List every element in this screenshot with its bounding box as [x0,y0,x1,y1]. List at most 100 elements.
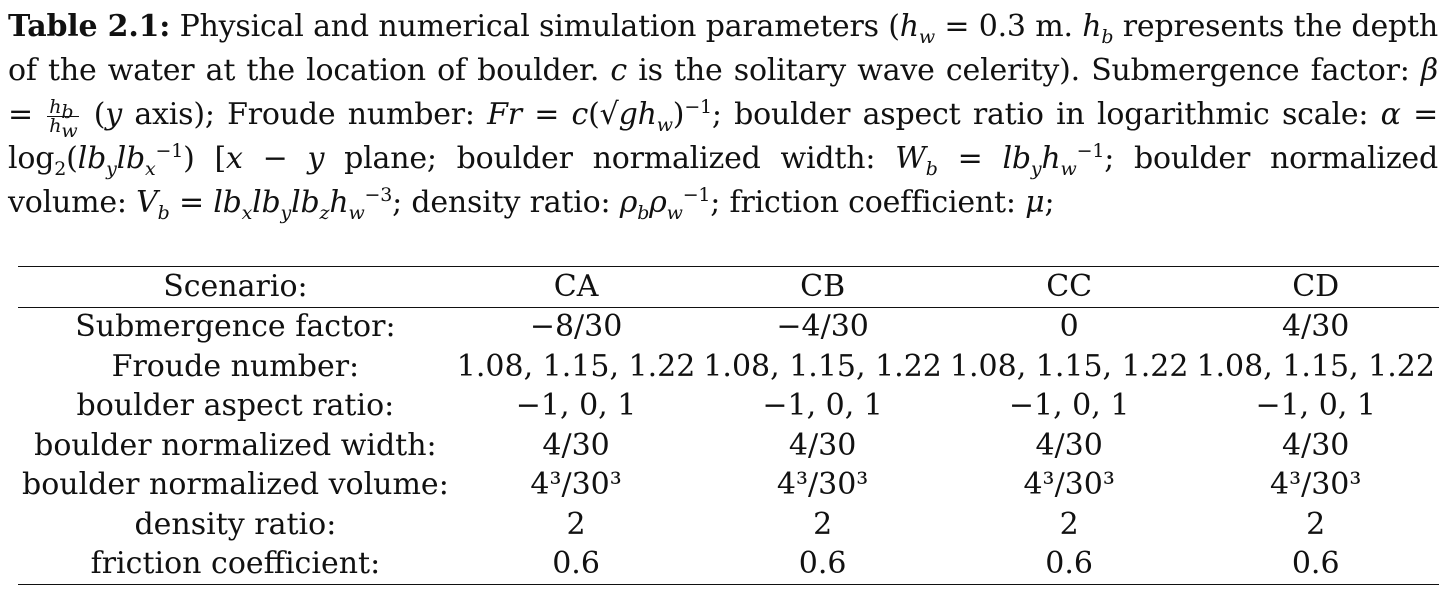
caption-symbol: h [1041,141,1061,176]
header-cell: CB [699,266,946,308]
table-cell: 0 [1059,309,1079,345]
caption-subscript: w [666,202,683,224]
caption-text: ( [66,141,78,176]
table-header-row: Scenario: CA CB CC CD [18,266,1439,308]
table-cell: 2 [813,506,833,542]
table-caption: Table 2.1: Physical and numerical simula… [8,5,1438,225]
caption-symbol: c [571,97,589,132]
caption-subscript: y [106,158,117,180]
caption-subscript: w [656,114,673,136]
row-label: friction coefficient: [90,546,381,582]
caption-text: = log [8,97,1439,176]
caption-subscript: z [319,202,330,224]
table-cell: 2 [1059,506,1079,542]
table-row: boulder normalized width: 4/30 4/30 4/30… [18,426,1439,466]
table-cell: 4/30 [1282,427,1350,463]
submergence-fraction: hb hw [47,95,80,140]
caption-symbol: h [329,185,349,220]
caption-text: ) [ [183,141,227,176]
caption-symbol: lb [213,185,242,220]
caption-subscript: x [241,202,253,224]
caption-label: Table 2.1: [8,9,171,44]
row-label: boulder normalized width: [34,427,437,463]
table-cell: 2 [1306,506,1326,542]
table-cell: 0.6 [1045,546,1094,582]
caption-superscript: −1 [155,140,184,162]
table-cell: −8/30 [529,309,623,345]
caption-symbol: x [226,141,243,176]
caption-symbol: gh [618,97,657,132]
table-cell: 0.6 [552,546,600,582]
caption-text: ( [81,97,106,132]
row-label: Submergence factor: [75,309,396,345]
table-cell: 0.6 [1291,546,1340,582]
caption-symbol: lb [1002,141,1031,176]
caption-symbol: μ [1025,185,1045,220]
caption-subscript: 2 [54,158,67,180]
caption-symbol: α [1380,97,1401,132]
caption-text: axis); Froude number: [122,97,488,132]
table-row: boulder normalized volume: 4³/30³ 4³/30³… [18,466,1439,506]
fraction-denominator: h [49,114,62,137]
caption-subscript: w [61,119,78,142]
caption-subscript: b [61,100,74,123]
caption-text: ; boulder aspect ratio in logarithmic sc… [711,97,1381,132]
header-cell: CA [452,266,700,308]
table-cell: −1, 0, 1 [762,388,883,424]
parameters-table: Scenario: CA CB CC CD Submergence factor… [18,266,1439,585]
caption-superscript: −3 [364,184,393,206]
table-cell: 1.08, 1.15, 1.22 [949,348,1189,384]
table-cell: 4³/30³ [530,467,622,503]
caption-text: = [169,185,214,220]
caption-text: is the solitary wave celerity). Submerge… [627,53,1421,88]
caption-text: ; boulder normalized volume: [8,141,1438,220]
table-cell: −1, 0, 1 [1008,388,1130,424]
caption-symbol: lb [291,185,320,220]
caption-superscript: −1 [684,96,712,118]
caption-subscript: b [925,158,938,180]
caption-subscript: w [1060,158,1077,180]
caption-symbol: ρ [649,185,667,220]
table-cell: 4³/30³ [776,467,869,503]
row-label: boulder aspect ratio: [76,388,395,424]
caption-symbol: y [105,97,122,132]
table-cell: 2 [566,506,586,542]
table-cell: 4/30 [542,427,610,463]
caption-text: = [8,97,46,132]
caption-symbol: Fr [487,97,522,132]
caption-symbol: h [899,9,919,44]
caption-subscript: x [145,158,156,180]
table-cell: 4³/30³ [1270,467,1362,503]
table-row: density ratio: 2 2 2 2 [18,505,1439,545]
caption-subscript: w [348,202,365,224]
table-cell: 4/30 [1282,309,1350,345]
caption-superscript: −1 [1076,140,1105,162]
caption-symbol: y [307,141,325,176]
table-cell: 1.08, 1.15, 1.22 [456,348,696,384]
caption-subscript: y [1030,158,1042,180]
row-label: density ratio: [134,506,337,542]
table-cell: 4³/30³ [1023,467,1115,503]
caption-symbol: W [895,141,926,176]
caption-text: ; [1044,185,1055,220]
caption-symbol: lb [252,185,281,220]
caption-subscript: b [637,202,650,224]
table-cell: 1.08, 1.15, 1.22 [703,348,942,384]
table-row: Froude number: 1.08, 1.15, 1.22 1.08, 1.… [18,347,1439,387]
table-cell: 1.08, 1.15, 1.22 [1196,348,1435,384]
table-cell: −1, 0, 1 [1255,388,1376,424]
caption-text: (√ [588,97,619,132]
caption-text: ) [672,97,685,132]
table-row: Submergence factor: −8/30 −4/30 0 4/30 [18,307,1439,347]
caption-subscript: b [1101,26,1114,48]
caption-text: Physical and numerical simulation parame… [170,9,900,44]
caption-text: = [937,141,1003,176]
row-label: Froude number: [111,348,360,384]
caption-symbol: V [136,185,158,220]
caption-text: ; friction coefficient: [710,185,1026,220]
caption-subscript: b [157,202,170,224]
table-cell: −4/30 [776,309,869,345]
fraction-numerator: h [49,95,62,118]
caption-symbol: lb [116,141,146,176]
caption-subscript: y [280,202,292,224]
